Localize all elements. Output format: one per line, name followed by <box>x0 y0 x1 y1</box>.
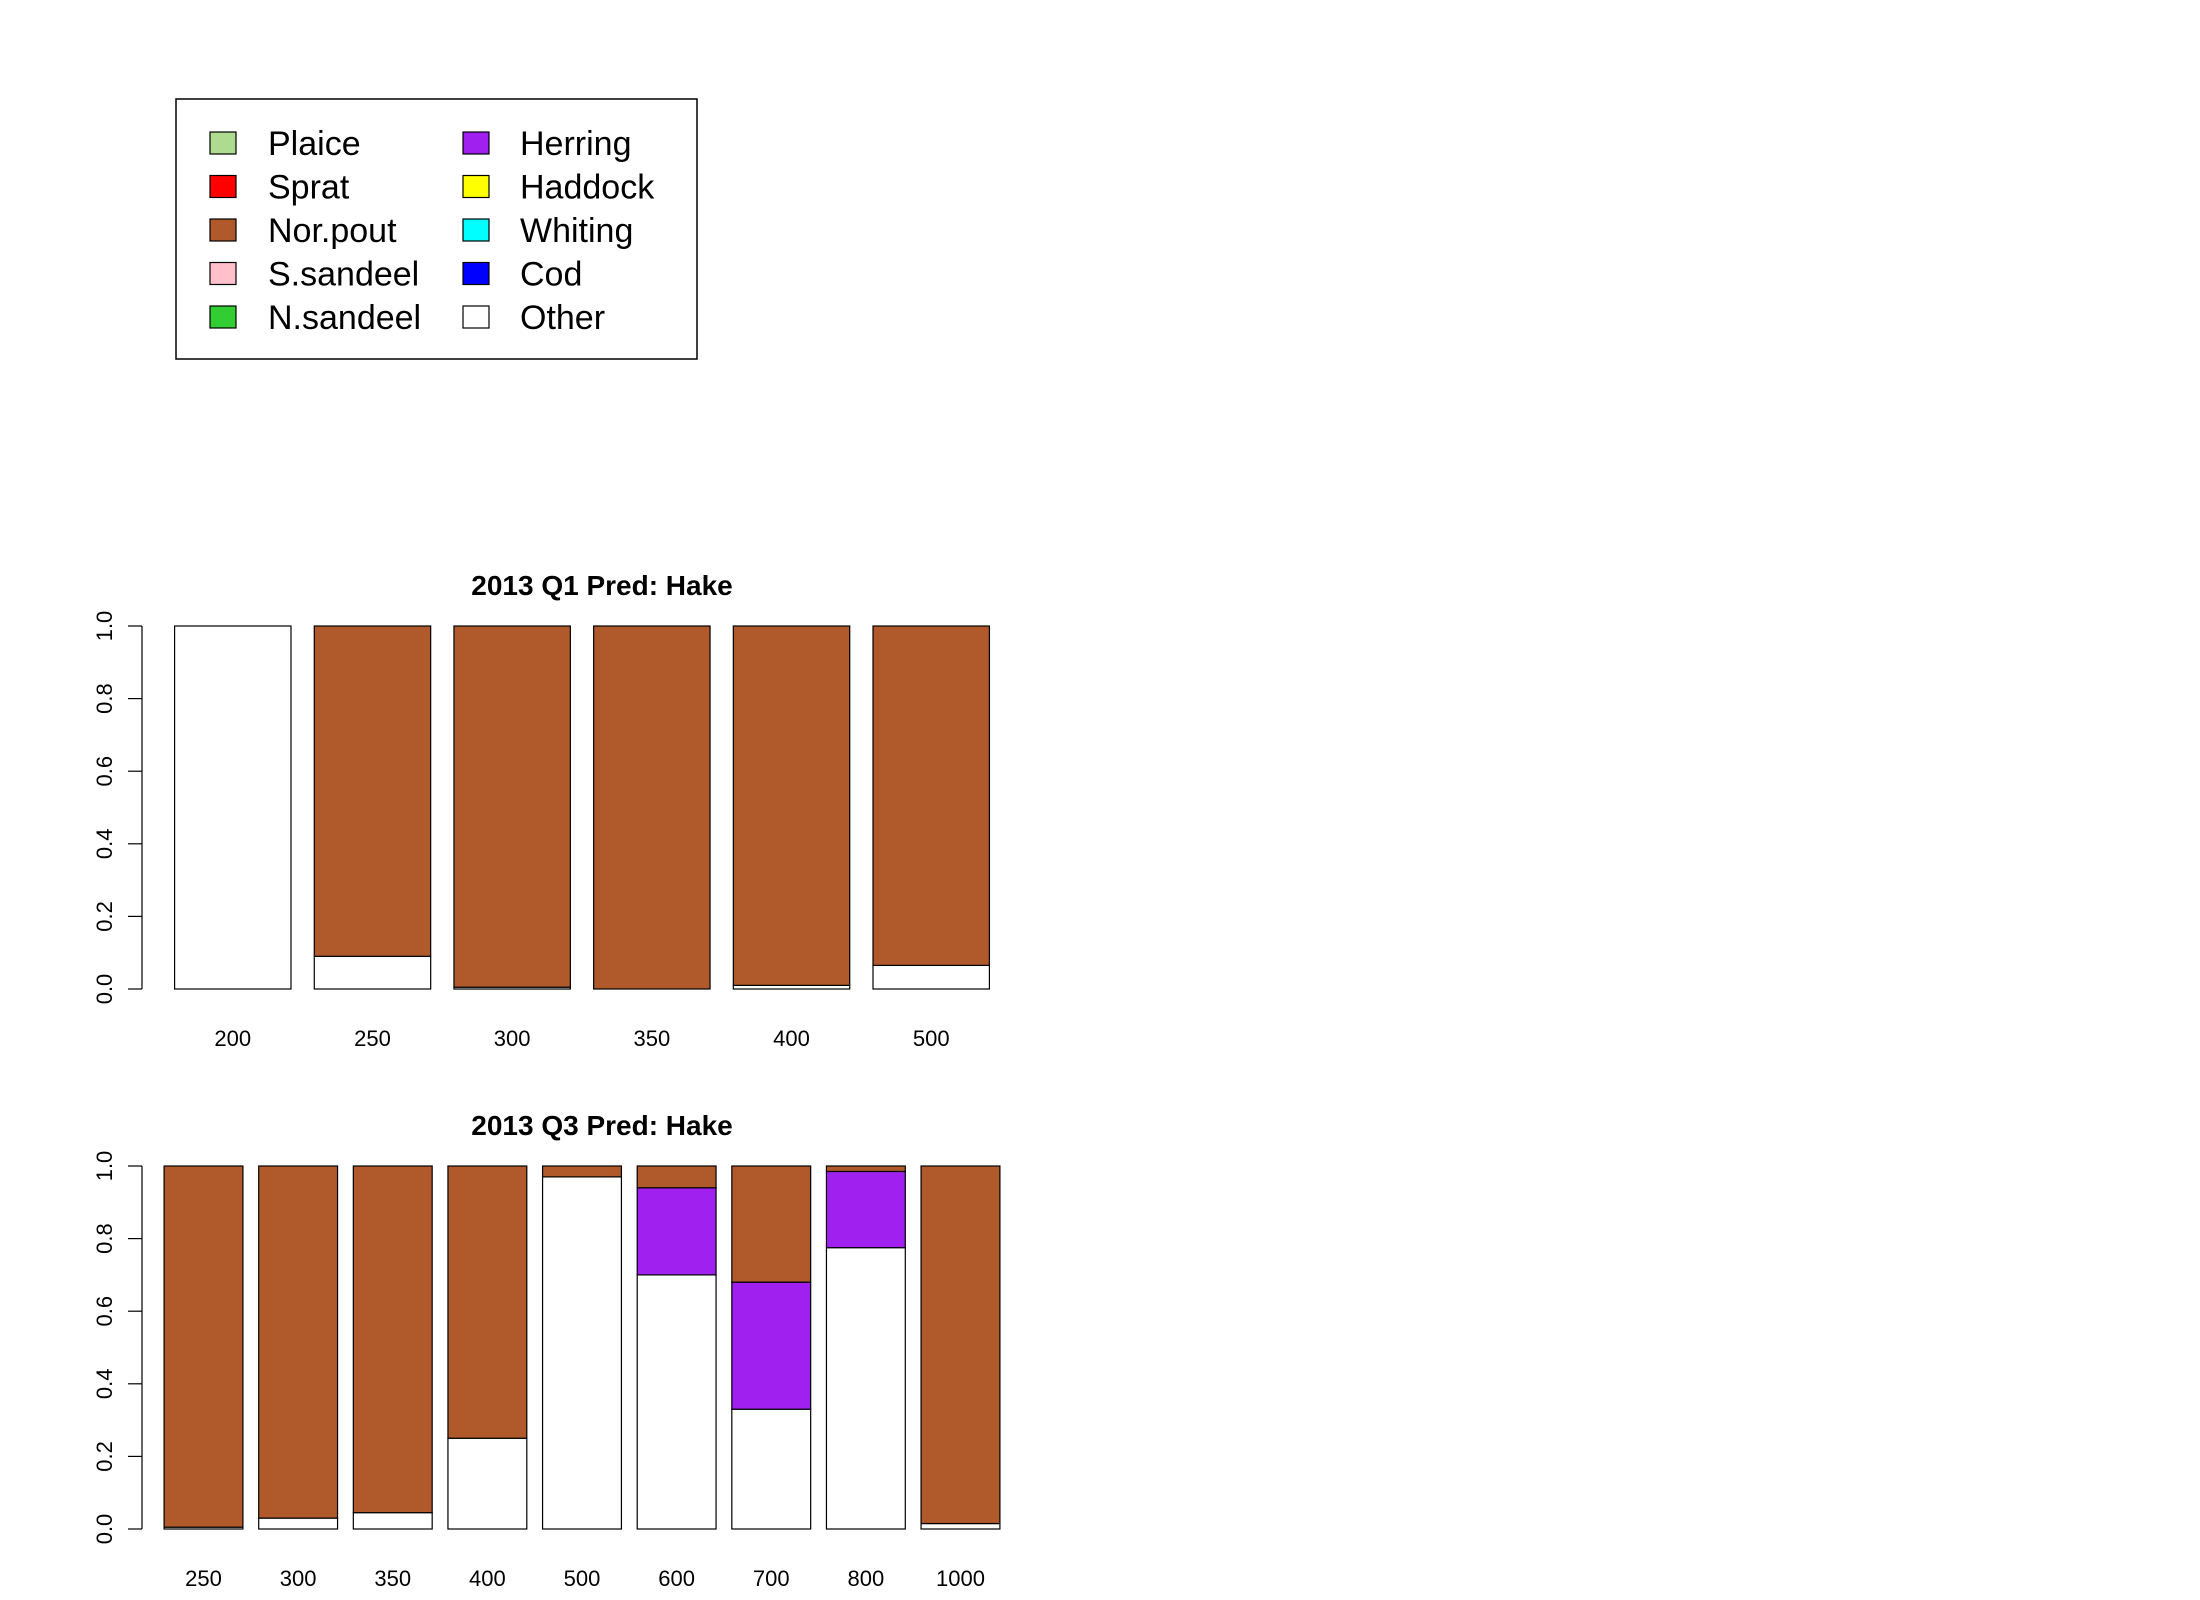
x-tick-label: 300 <box>494 1026 531 1051</box>
x-tick-label: 300 <box>280 1566 317 1591</box>
bar-segment-nor-pout-250 <box>163 1165 244 1528</box>
chart-title: 2013 Q1 Pred: Hake <box>471 570 733 601</box>
bar-segment-herring-700 <box>731 1281 812 1410</box>
x-tick-label: 350 <box>374 1566 411 1591</box>
y-tick-label: 0.8 <box>92 683 117 714</box>
bar-segment-other-500 <box>872 964 991 990</box>
bar-segment-other-300 <box>258 1517 339 1530</box>
bar-segment-nor-pout-700 <box>731 1165 812 1283</box>
x-tick-label: 350 <box>633 1026 670 1051</box>
legend-label-s-sandeel: S.sandeel <box>268 256 419 294</box>
bar-segment-nor-pout-350 <box>593 625 711 990</box>
legend-swatch-other <box>462 305 490 329</box>
chart-panel-q1: 2013 Q1 Pred: Hake 0.0 0.2 0.4 0.6 0.8 1.0 200 2… <box>92 570 991 1051</box>
bar-segment-nor-pout-500 <box>872 625 991 967</box>
bar-segment-other-400 <box>447 1437 528 1530</box>
x-tick-label: 500 <box>913 1026 950 1051</box>
bar-segment-other-200 <box>173 625 292 990</box>
y-tick-label: 0.0 <box>92 1514 117 1545</box>
bar-segment-herring-800 <box>825 1170 906 1249</box>
legend-label-other: Other <box>520 299 605 337</box>
bar-segment-nor-pout-300 <box>453 625 571 988</box>
bar-segment-herring-600 <box>636 1187 717 1276</box>
legend: Plaice Sprat Nor.pout S.sandeel N.sandeel Her… <box>175 98 698 360</box>
legend-label-whiting: Whiting <box>520 212 633 250</box>
y-tick-label: 0.2 <box>92 1441 117 1472</box>
legend-swatch-herring <box>462 131 490 155</box>
y-tick-label: 0.8 <box>92 1223 117 1254</box>
x-tick-label: 1000 <box>936 1566 985 1591</box>
bar-segment-nor-pout-350 <box>352 1165 433 1514</box>
y-tick-label: 0.0 <box>92 974 117 1005</box>
x-tick-label: 700 <box>753 1566 790 1591</box>
bar-segment-other-600 <box>636 1274 717 1530</box>
bar-segment-nor-pout-400 <box>732 625 851 986</box>
legend-swatch-haddock <box>462 174 490 199</box>
bar-segment-other-500 <box>541 1176 623 1530</box>
chart-panel-q3: 2013 Q3 Pred: Hake 0.0 0.2 0.4 0.6 0.8 1.0 250 3… <box>92 1110 1001 1591</box>
bar-segment-nor-pout-800 <box>825 1165 906 1173</box>
x-tick-label: 500 <box>564 1566 601 1591</box>
legend-swatch-nor-pout <box>209 218 237 242</box>
legend-swatch-sprat <box>209 174 237 199</box>
legend-label-nor-pout: Nor.pout <box>268 212 397 250</box>
legend-swatch-plaice <box>209 131 237 155</box>
y-tick-label: 1.0 <box>92 611 117 642</box>
legend-label-n-sandeel: N.sandeel <box>268 299 421 337</box>
bar-segment-other-700 <box>731 1408 812 1530</box>
legend-swatch-whiting <box>462 218 490 242</box>
legend-label-sprat: Sprat <box>268 169 350 207</box>
bar-segment-other-1000 <box>920 1522 1001 1530</box>
y-tick-label: 0.4 <box>92 1369 117 1400</box>
x-tick-label: 200 <box>214 1026 251 1051</box>
x-tick-label: 250 <box>354 1026 391 1051</box>
bar-segment-other-250 <box>313 955 432 990</box>
y-tick-label: 0.4 <box>92 829 117 860</box>
bar-segment-nor-pout-500 <box>541 1165 623 1178</box>
bar-segment-nor-pout-250 <box>313 625 432 957</box>
legend-label-herring: Herring <box>520 125 631 163</box>
y-tick-label: 0.2 <box>92 901 117 932</box>
bar-segment-nor-pout-1000 <box>920 1165 1001 1525</box>
bar-segment-nor-pout-400 <box>447 1165 528 1439</box>
y-tick-label: 0.6 <box>92 1296 117 1327</box>
x-tick-label: 250 <box>185 1566 222 1591</box>
x-tick-label: 400 <box>773 1026 810 1051</box>
y-tick-label: 0.6 <box>92 756 117 787</box>
x-tick-label: 600 <box>658 1566 695 1591</box>
legend-label-haddock: Haddock <box>520 169 655 207</box>
y-tick-label: 1.0 <box>92 1151 117 1182</box>
bar-segment-nor-pout-300 <box>258 1165 339 1519</box>
legend-swatch-s-sandeel <box>209 261 237 286</box>
bar-segment-other-350 <box>352 1512 433 1530</box>
x-tick-label: 800 <box>848 1566 885 1591</box>
legend-box <box>175 98 698 360</box>
legend-label-cod: Cod <box>520 256 582 294</box>
bar-segment-nor-pout-600 <box>636 1165 717 1189</box>
x-tick-label: 400 <box>469 1566 506 1591</box>
legend-swatch-cod <box>462 261 490 286</box>
legend-label-plaice: Plaice <box>268 125 361 163</box>
bar-segment-other-800 <box>825 1247 906 1530</box>
chart-title: 2013 Q3 Pred: Hake <box>471 1110 733 1141</box>
legend-swatch-n-sandeel <box>209 305 237 329</box>
